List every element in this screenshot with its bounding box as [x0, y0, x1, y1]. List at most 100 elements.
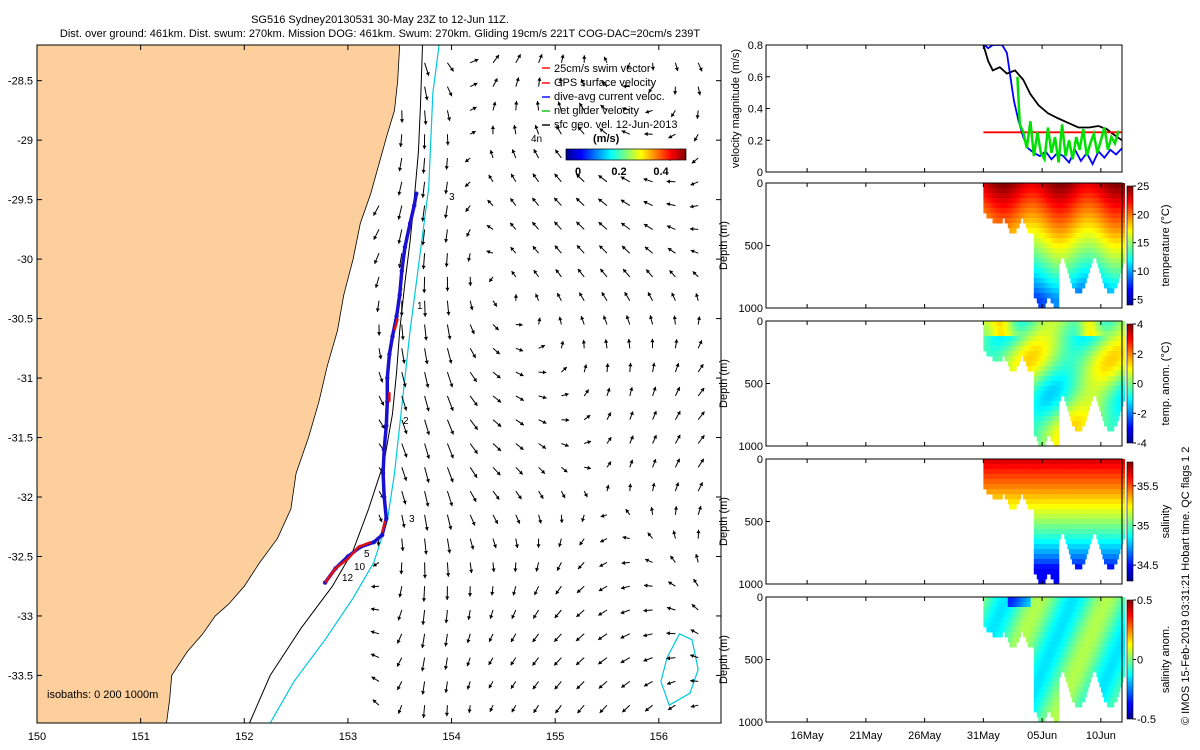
velocity-vector-head: [673, 91, 678, 95]
depth-tick-label: 500: [745, 241, 763, 253]
velocity-vector-head: [647, 292, 652, 297]
section-cell: [1042, 436, 1048, 442]
section-cell: [998, 494, 1003, 500]
velocity-vector-head: [576, 221, 581, 226]
section-cell: [1085, 544, 1090, 550]
section-cell: [1081, 421, 1086, 427]
velocity-vector-head: [576, 613, 581, 617]
dive-position: [399, 268, 404, 274]
section-cell: [1114, 278, 1119, 284]
velocity-vector-head: [496, 471, 501, 476]
section-cell: [1055, 559, 1060, 565]
velocity-vector-head: [495, 350, 500, 355]
velocity-vector-head: [373, 211, 377, 216]
map-y-axis: -28.5-29-29.5-30-30.5-31-31.5-32-32.5-33…: [8, 76, 721, 682]
velocity-vector-head: [554, 661, 558, 666]
velocity-vector-head: [537, 77, 542, 81]
dive-position: [382, 447, 387, 452]
velocity-vector-head: [644, 132, 648, 137]
velocity-vector-head: [560, 54, 565, 59]
velocity-vector-head: [373, 235, 378, 240]
velocity-vector-head: [449, 502, 454, 507]
velocity-vector-head: [403, 476, 408, 481]
velocity-vector-head: [666, 179, 671, 184]
velocity-vector-head: [420, 644, 425, 649]
velocity-vector-head: [513, 568, 518, 572]
velocity-vector-head: [493, 544, 497, 549]
velocity-vector-head: [514, 101, 519, 105]
dive-position: [390, 334, 395, 339]
colorbar-label: temp. anom. (°C): [1160, 342, 1172, 426]
gps-surface-velocity-segment: [380, 520, 387, 534]
velocity-vector-head: [650, 338, 655, 343]
velocity-vector-head: [607, 412, 611, 417]
dive-position: [414, 191, 419, 196]
velocity-vector-head: [699, 482, 703, 487]
velocity-vector-head: [514, 544, 519, 548]
velocity-vector-head: [603, 56, 608, 61]
velocity-vector-head: [533, 708, 538, 713]
section-cell: [1055, 544, 1060, 550]
section-cell: [1120, 346, 1125, 352]
velocity-vector-head: [497, 422, 502, 427]
section-cell: [1055, 579, 1060, 585]
velocity-vector-head: [400, 547, 405, 551]
velocity-vector-head: [539, 494, 544, 499]
velocity-vector-head: [695, 293, 699, 297]
velocity-vector-head: [471, 131, 476, 135]
isobath-1000m-seamount: [660, 633, 699, 707]
velocity-vector-head: [397, 191, 402, 196]
depth-tick-label: 1000: [739, 303, 763, 315]
velocity-vector-head: [445, 287, 450, 292]
map-x-axis: 150 151 152 153 154 155 156: [28, 45, 668, 743]
velocity-vector-head: [401, 523, 406, 528]
velocity-vector-head: [370, 607, 375, 612]
velocity-vector-head: [376, 542, 381, 546]
velocity-vector-head: [374, 259, 378, 264]
velocity-vector-head: [555, 149, 559, 154]
velocity-vector-head: [490, 591, 495, 596]
section-cell: [1110, 288, 1115, 294]
velocity-vector-head: [672, 530, 677, 535]
velocity-vector-head: [444, 238, 449, 243]
section-cell: [1116, 411, 1121, 417]
section-cell: [1041, 579, 1046, 585]
section-colorbar: [1126, 185, 1134, 306]
dive-position: [397, 292, 402, 297]
velocity-vector-head: [444, 689, 449, 693]
colorbar-tick-label: 20: [1137, 209, 1149, 221]
velocity-vector-head: [472, 354, 476, 358]
section-cell: [1120, 213, 1125, 219]
colorbar-tick-label: 15: [1137, 238, 1149, 250]
vector-scale-label: 4n: [531, 134, 542, 145]
velocity-vector-head: [448, 525, 453, 530]
section-cell: [1120, 238, 1125, 244]
velocity-vector-head: [426, 431, 431, 435]
velocity-vector-head: [533, 270, 538, 274]
velocity-vector-head: [519, 322, 523, 327]
velocity-vector-head: [380, 424, 385, 429]
dive-position: [382, 494, 387, 500]
velocity-vector-head: [532, 661, 537, 666]
velocity-vector-head: [581, 518, 585, 522]
velocity-vector-head: [397, 639, 401, 644]
section-cell: [1055, 283, 1060, 289]
velocity-vector-head: [471, 521, 476, 526]
velocity-vector-head: [398, 167, 403, 172]
velocity-vector-head: [421, 714, 426, 718]
section-cell: [1056, 396, 1061, 402]
velocity-vector-head: [496, 374, 501, 379]
velocity-vector-head: [558, 316, 563, 321]
velocity-vector-head: [668, 706, 673, 710]
dive-position: [387, 352, 392, 357]
velocity-vector-head: [375, 308, 380, 312]
velocity-vector-head: [666, 656, 671, 661]
velocity-vector-head: [422, 598, 427, 602]
velocity-vector-head: [697, 91, 702, 96]
map-x-tick-label: 150: [28, 731, 46, 743]
section-cell: [1055, 416, 1060, 422]
map-x-tick-label: 152: [235, 731, 253, 743]
velocity-vector-head: [402, 500, 407, 505]
